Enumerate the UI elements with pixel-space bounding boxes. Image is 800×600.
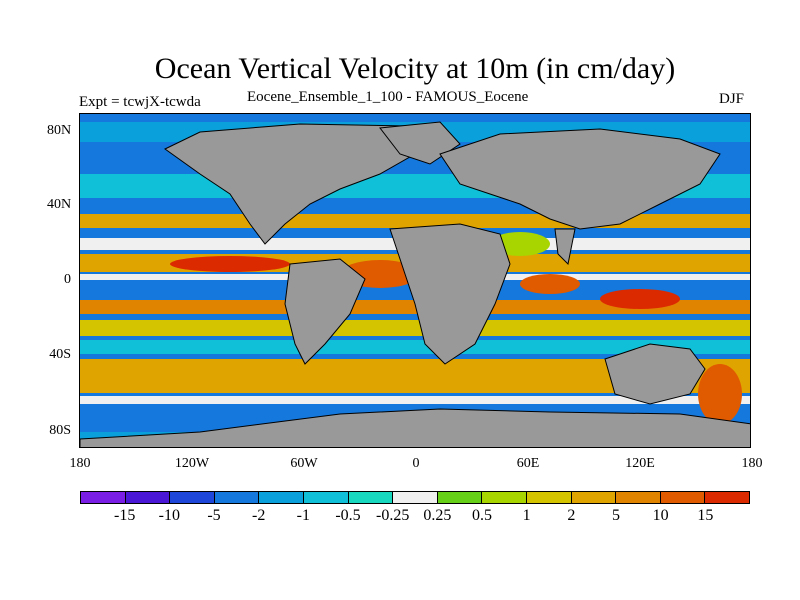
colorbar-label: -5 (207, 507, 221, 524)
lon-tick: 60E (516, 456, 540, 471)
ocean-patch (698, 364, 742, 424)
lat-tick: 40S (49, 347, 71, 362)
experiment-label: Expt = tcwjX-tcwda (79, 94, 201, 110)
colorbar-label: -2 (251, 507, 266, 524)
colorbar-cell (437, 492, 483, 503)
colorbar-label: 2 (567, 507, 576, 524)
colorbar (80, 491, 750, 504)
season-label: DJF (719, 91, 745, 107)
colorbar-cell (303, 492, 349, 503)
ocean-band (80, 396, 750, 404)
ensemble-label: Eocene_Ensemble_1_100 - FAMOUS_Eocene (247, 89, 529, 105)
colorbar-label: -0.5 (335, 507, 361, 524)
ocean-patch (170, 256, 290, 272)
ocean-patch (600, 289, 680, 309)
colorbar-cell (81, 492, 126, 503)
ocean-band (80, 340, 750, 354)
south-america (284, 258, 366, 365)
lat-tick: 40N (47, 197, 72, 212)
colorbar-label: 10 (652, 507, 669, 524)
lon-tick: 180 (741, 456, 763, 471)
colorbar-label: 1 (522, 507, 531, 524)
colorbar-label: 5 (612, 507, 620, 524)
chart-title: Ocean Vertical Velocity at 10m (in cm/da… (154, 52, 676, 85)
colorbar-label: 0.5 (472, 507, 492, 524)
ocean-patch (520, 274, 580, 294)
colorbar-label: -15 (113, 507, 136, 524)
colorbar-cell (526, 492, 572, 503)
colorbar-cell (214, 492, 260, 503)
colorbar-cell (705, 492, 749, 503)
ocean-band (80, 214, 750, 228)
lon-tick: 0 (412, 456, 420, 471)
colorbar-cell (482, 492, 527, 503)
lat-tick: 80N (47, 123, 72, 138)
colorbar-cell (259, 492, 304, 503)
lon-tick: 60W (290, 456, 318, 471)
colorbar-label: 15 (697, 507, 714, 524)
india (554, 228, 576, 266)
antarctica (80, 408, 750, 447)
lon-tick: 120E (625, 456, 655, 471)
colorbar-cell (393, 492, 438, 503)
lon-tick: 120W (174, 456, 210, 471)
land (80, 121, 750, 447)
africa (389, 223, 511, 365)
lat-tick: 80S (49, 423, 71, 438)
ocean-band (80, 300, 750, 314)
ocean-band (80, 320, 750, 336)
lat-tick: 0 (64, 272, 71, 287)
colorbar-cell (170, 492, 215, 503)
colorbar-cell (660, 492, 706, 503)
north-america (164, 123, 416, 245)
colorbar-cell (571, 492, 617, 503)
colorbar-cell (125, 492, 171, 503)
colorbar-label: -0.25 (375, 507, 410, 524)
colorbar-cell (616, 492, 661, 503)
map-plot (79, 113, 751, 448)
colorbar-label: 0.25 (423, 507, 452, 524)
eurasia (439, 128, 721, 230)
colorbar-cell (348, 492, 394, 503)
lon-tick: 180 (69, 456, 91, 471)
australia (604, 343, 706, 405)
colorbar-label: -1 (296, 507, 310, 524)
colorbar-label: -10 (158, 507, 180, 524)
ocean-velocity-map (80, 114, 750, 447)
